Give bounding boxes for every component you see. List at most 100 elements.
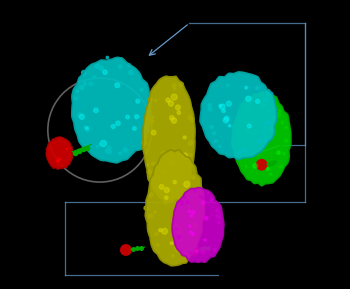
Circle shape bbox=[159, 229, 162, 232]
Circle shape bbox=[171, 160, 176, 166]
Circle shape bbox=[105, 149, 110, 153]
Circle shape bbox=[243, 149, 247, 153]
Circle shape bbox=[175, 105, 180, 110]
Circle shape bbox=[189, 225, 191, 227]
Polygon shape bbox=[232, 92, 291, 186]
Circle shape bbox=[281, 121, 284, 124]
Circle shape bbox=[180, 201, 183, 204]
Circle shape bbox=[236, 130, 238, 132]
Polygon shape bbox=[46, 137, 73, 169]
Circle shape bbox=[144, 206, 148, 210]
Circle shape bbox=[57, 158, 59, 160]
Circle shape bbox=[152, 162, 155, 165]
Circle shape bbox=[269, 126, 274, 131]
Circle shape bbox=[168, 101, 174, 106]
Circle shape bbox=[219, 104, 225, 110]
Circle shape bbox=[57, 161, 58, 162]
Circle shape bbox=[223, 118, 229, 123]
Circle shape bbox=[267, 99, 269, 101]
Circle shape bbox=[166, 98, 170, 102]
Circle shape bbox=[59, 158, 61, 160]
Circle shape bbox=[84, 126, 87, 129]
Circle shape bbox=[78, 113, 82, 117]
Circle shape bbox=[174, 224, 178, 229]
Circle shape bbox=[183, 136, 186, 139]
Circle shape bbox=[148, 193, 153, 197]
Circle shape bbox=[237, 151, 240, 155]
Circle shape bbox=[68, 157, 69, 158]
Circle shape bbox=[71, 154, 72, 155]
Circle shape bbox=[277, 114, 280, 117]
Circle shape bbox=[192, 176, 195, 179]
Circle shape bbox=[179, 82, 183, 86]
Circle shape bbox=[216, 209, 218, 212]
Circle shape bbox=[144, 135, 147, 139]
Circle shape bbox=[161, 151, 166, 156]
Circle shape bbox=[212, 132, 216, 135]
Circle shape bbox=[99, 66, 104, 70]
Circle shape bbox=[151, 130, 156, 135]
Circle shape bbox=[188, 116, 192, 119]
Circle shape bbox=[190, 214, 192, 217]
Circle shape bbox=[174, 247, 177, 250]
Circle shape bbox=[268, 110, 271, 112]
Circle shape bbox=[178, 238, 182, 241]
Circle shape bbox=[168, 161, 174, 166]
Circle shape bbox=[264, 138, 267, 142]
Circle shape bbox=[156, 244, 159, 246]
Circle shape bbox=[210, 199, 213, 201]
Circle shape bbox=[192, 176, 195, 179]
Circle shape bbox=[86, 128, 89, 132]
Circle shape bbox=[142, 140, 147, 145]
Circle shape bbox=[162, 228, 168, 234]
Circle shape bbox=[214, 248, 216, 251]
Circle shape bbox=[219, 145, 221, 147]
Circle shape bbox=[189, 252, 192, 254]
Circle shape bbox=[186, 173, 188, 176]
Circle shape bbox=[279, 110, 281, 112]
Circle shape bbox=[201, 251, 203, 253]
Circle shape bbox=[266, 168, 269, 171]
Circle shape bbox=[66, 148, 68, 150]
Circle shape bbox=[189, 231, 192, 234]
Circle shape bbox=[79, 114, 84, 119]
Circle shape bbox=[204, 216, 208, 220]
Circle shape bbox=[195, 250, 198, 253]
Circle shape bbox=[189, 141, 193, 145]
Circle shape bbox=[145, 117, 149, 121]
Circle shape bbox=[107, 150, 111, 153]
Circle shape bbox=[69, 163, 70, 164]
Circle shape bbox=[184, 197, 186, 198]
Circle shape bbox=[201, 201, 205, 204]
Circle shape bbox=[135, 115, 139, 119]
Circle shape bbox=[189, 142, 191, 145]
Circle shape bbox=[186, 201, 189, 203]
Circle shape bbox=[177, 236, 181, 239]
Circle shape bbox=[222, 109, 225, 113]
Circle shape bbox=[252, 131, 256, 135]
Circle shape bbox=[189, 245, 199, 255]
Circle shape bbox=[202, 197, 204, 199]
Polygon shape bbox=[142, 76, 195, 204]
Circle shape bbox=[191, 176, 194, 178]
Circle shape bbox=[228, 125, 231, 127]
Circle shape bbox=[160, 168, 162, 170]
Circle shape bbox=[191, 120, 194, 122]
Circle shape bbox=[147, 170, 151, 174]
Circle shape bbox=[100, 140, 106, 147]
Circle shape bbox=[171, 94, 177, 100]
Circle shape bbox=[147, 170, 151, 173]
Circle shape bbox=[172, 254, 174, 257]
Circle shape bbox=[106, 56, 108, 59]
Circle shape bbox=[161, 169, 164, 173]
Circle shape bbox=[83, 82, 86, 85]
Circle shape bbox=[177, 111, 181, 114]
Circle shape bbox=[264, 99, 266, 101]
Circle shape bbox=[169, 194, 172, 197]
Circle shape bbox=[171, 118, 177, 123]
Circle shape bbox=[95, 64, 100, 68]
Circle shape bbox=[111, 125, 115, 129]
Circle shape bbox=[168, 190, 172, 194]
Circle shape bbox=[218, 221, 220, 223]
Circle shape bbox=[136, 99, 140, 103]
